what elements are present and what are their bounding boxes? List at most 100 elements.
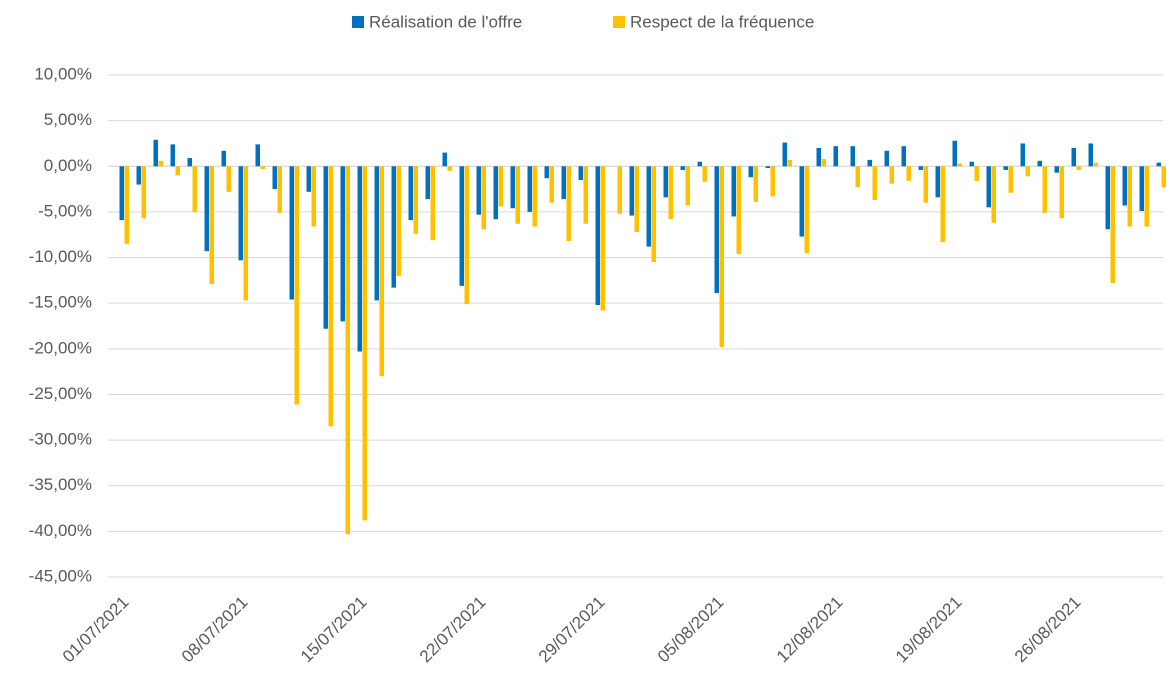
bar — [731, 166, 736, 217]
bar — [447, 166, 452, 171]
bar — [289, 166, 294, 300]
bar — [430, 166, 435, 241]
bar — [306, 166, 311, 192]
bar — [1144, 166, 1149, 227]
bar — [833, 146, 838, 167]
bar — [391, 166, 396, 288]
bar — [277, 166, 282, 213]
bar — [799, 166, 804, 237]
bar — [294, 166, 299, 405]
bar — [1161, 166, 1166, 188]
y-tick-label: -30,00% — [29, 430, 92, 449]
bar — [413, 166, 418, 234]
y-tick-label: -40,00% — [29, 521, 92, 540]
bar — [578, 166, 583, 180]
bar — [816, 148, 821, 167]
y-tick-label: -10,00% — [29, 247, 92, 266]
bar — [124, 166, 129, 244]
x-tick-label: 12/08/2021 — [773, 593, 847, 667]
bar — [1071, 148, 1076, 167]
y-tick-label: 5,00% — [44, 110, 92, 129]
bar — [702, 166, 707, 182]
bar — [1093, 162, 1098, 167]
bar — [498, 166, 503, 207]
bar — [459, 166, 464, 286]
bar — [629, 166, 634, 216]
bar — [680, 166, 685, 170]
bar — [1088, 143, 1093, 167]
bar — [260, 166, 265, 170]
bar — [379, 166, 384, 377]
bar — [782, 142, 787, 167]
bar — [748, 166, 753, 178]
bar — [136, 166, 141, 185]
bar — [668, 166, 673, 220]
x-tick-label: 05/08/2021 — [654, 593, 728, 667]
bar — [697, 161, 702, 167]
bar — [923, 166, 928, 203]
bar — [243, 166, 248, 301]
bar — [595, 166, 600, 306]
x-tick-label: 29/07/2021 — [535, 593, 609, 667]
bar — [884, 150, 889, 167]
bar — [617, 166, 622, 214]
bar — [1139, 166, 1144, 211]
bar — [906, 166, 911, 181]
bar — [918, 166, 923, 170]
bar — [646, 166, 651, 247]
bar — [204, 166, 209, 252]
bar — [328, 166, 333, 427]
bar — [651, 166, 656, 263]
bar — [1110, 166, 1115, 284]
y-tick-label: -20,00% — [29, 338, 92, 357]
bar — [464, 166, 469, 305]
x-tick-label: 22/07/2021 — [416, 593, 490, 667]
bar — [481, 166, 486, 230]
bar — [515, 166, 520, 224]
bar — [991, 166, 996, 223]
bar — [1156, 162, 1161, 167]
y-tick-label: -5,00% — [38, 201, 92, 220]
bar — [753, 166, 758, 202]
bar — [311, 166, 316, 227]
bar — [187, 158, 192, 167]
bar — [872, 166, 877, 201]
y-tick-label: 0,00% — [44, 156, 92, 175]
bar — [952, 140, 957, 167]
legend-label: Respect de la fréquence — [630, 12, 814, 31]
bar — [408, 166, 413, 221]
x-tick-label: 08/07/2021 — [178, 593, 252, 667]
bar — [974, 166, 979, 181]
bar — [1042, 166, 1047, 213]
bar — [1076, 166, 1081, 170]
bar — [583, 166, 588, 224]
legend-swatch — [613, 16, 625, 28]
bar — [255, 144, 260, 167]
bar — [209, 166, 214, 285]
bar — [685, 166, 690, 206]
bar — [1059, 166, 1064, 219]
y-tick-label: -35,00% — [29, 475, 92, 494]
bar — [374, 166, 379, 301]
bar — [1122, 166, 1127, 206]
bar — [867, 159, 872, 167]
bar — [566, 166, 571, 242]
x-tick-label: 19/08/2021 — [892, 593, 966, 667]
bar — [1008, 166, 1013, 193]
bar — [986, 166, 991, 208]
y-tick-label: 10,00% — [34, 64, 92, 83]
bar — [357, 166, 362, 352]
bar — [1020, 143, 1025, 167]
y-tick-label: -25,00% — [29, 384, 92, 403]
legend-swatch — [352, 16, 364, 28]
bar — [527, 166, 532, 212]
bar — [153, 139, 158, 167]
bar — [272, 166, 277, 190]
bar — [170, 144, 175, 167]
x-tick-label: 26/08/2021 — [1011, 593, 1085, 667]
bar — [158, 160, 163, 167]
bar — [175, 166, 180, 176]
bar — [532, 166, 537, 227]
bar — [345, 166, 350, 535]
bar — [510, 166, 515, 209]
